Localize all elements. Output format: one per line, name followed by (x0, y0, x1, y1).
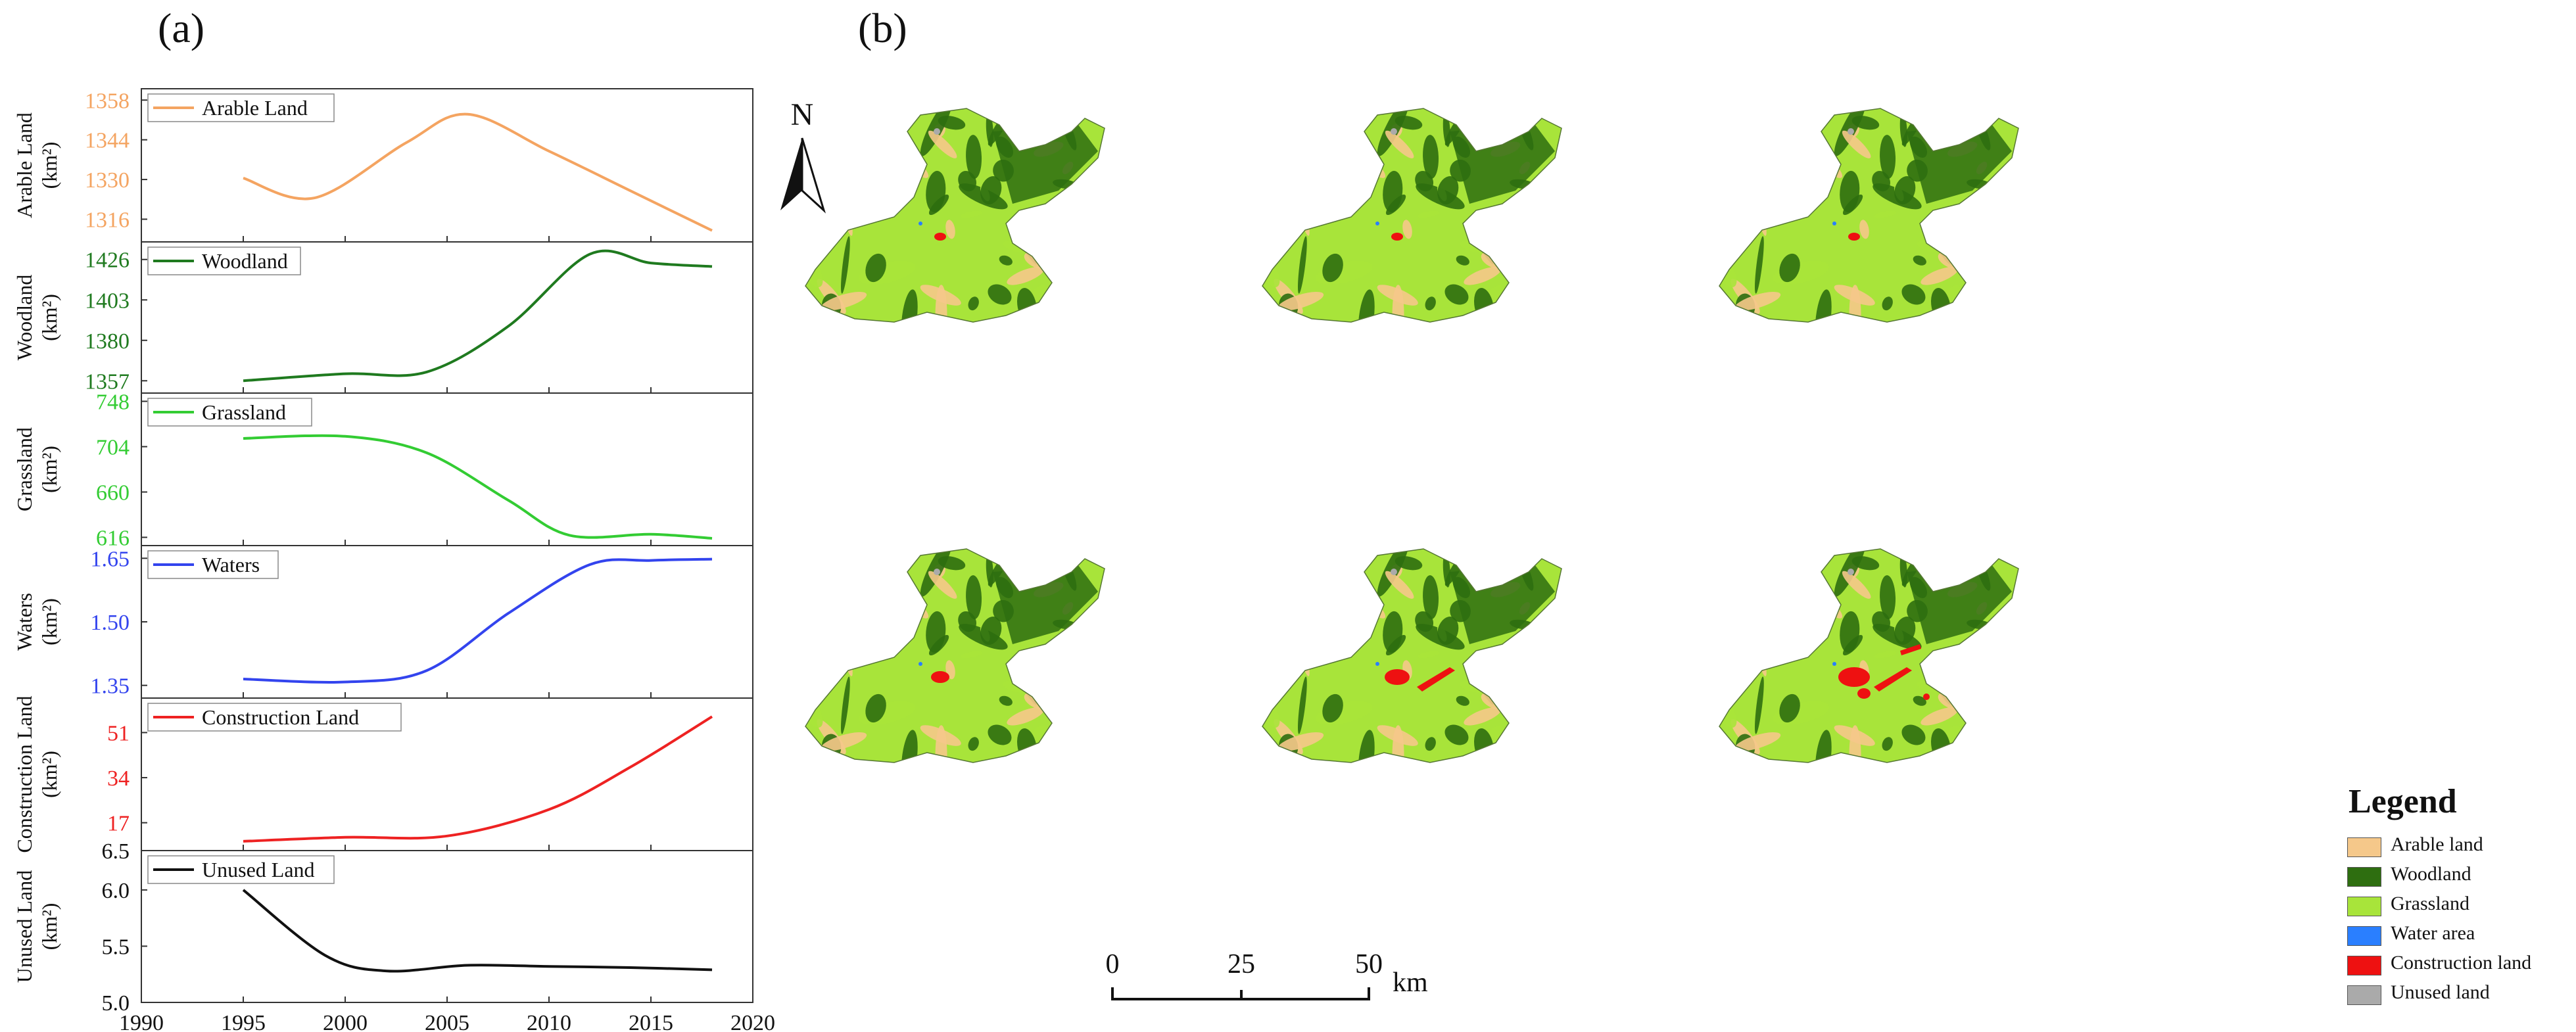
legend-swatch (2347, 926, 2381, 946)
y-tick-label: 1380 (85, 329, 130, 354)
land-use-map-2000 (1262, 108, 1562, 323)
legend-label-woodland: Woodland (202, 249, 288, 273)
chart-panel-6: 5.0 5.5 6.0 Unused Land(km²) Unused Land 1990… (12, 850, 775, 1032)
y-tick-label: 1357 (85, 369, 130, 394)
legend-label-construction-land: Construction Land (202, 705, 359, 729)
series-line-construction-land (243, 715, 713, 843)
panel-b-label: (b) (858, 5, 907, 51)
y-axis-label: Woodland(km²) (12, 275, 61, 361)
x-tick-label: 1990 (119, 1011, 164, 1032)
land-use-map-2005 (1719, 108, 2019, 323)
chart-panel-4: 1.35 1.50 1.65 Waters(km²) Waters (12, 545, 753, 699)
legend-swatch (2347, 837, 2381, 857)
chart-panel-1: 1316 1330 1344 1358 Arable Land(km²) Arable L… (12, 88, 753, 243)
y-axis-label: Grassland(km²) (12, 427, 61, 511)
panel-a-label: (a) (158, 5, 205, 51)
legend-label-arable-land: Arable Land (202, 96, 308, 120)
y-tick-label-bottom: 6.5 (102, 839, 130, 864)
north-arrow-icon: N (780, 97, 826, 214)
land-use-map-2015 (1262, 548, 1562, 763)
y-axis-label: Waters(km²) (12, 593, 61, 651)
legend-label: Arable land (2391, 833, 2483, 855)
legend-label: Unused land (2391, 981, 2490, 1003)
land-use-map-2018 (1719, 548, 2019, 763)
x-tick-label: 2010 (527, 1011, 571, 1032)
series-line-grassland (243, 434, 713, 540)
y-tick-label: 1316 (85, 208, 130, 232)
y-axis-label: Unused Land(km²) (12, 870, 61, 983)
x-tick-label: 2005 (425, 1011, 469, 1032)
chart-panel-5: 17 34 51 Construction Land(km²) Construction… (12, 695, 753, 853)
y-tick-label: 5.5 (102, 935, 130, 959)
x-tick-label: 2000 (323, 1011, 368, 1032)
map-legend: Legend Arable land Woodland Grassland Water… (2334, 782, 2571, 1019)
chart-panel-3: 616 660 704 748 Grassland(km²) Grassland (12, 390, 753, 550)
y-tick-label: 17 (107, 812, 130, 836)
scale-tick-25: 25 (1228, 949, 1255, 979)
land-use-map-1995 (805, 108, 1105, 323)
y-tick-label: 5.0 (102, 991, 130, 1016)
legend-label-waters: Waters (202, 553, 260, 576)
series-line-waters (243, 557, 713, 684)
y-tick-label: 6.0 (102, 879, 130, 903)
y-tick-label: 1330 (85, 168, 130, 193)
legend-label-unused-land: Unused Land (202, 858, 315, 881)
y-tick-label: 704 (96, 436, 130, 460)
y-tick-label: 616 (96, 526, 130, 550)
y-tick-label: 1344 (85, 129, 130, 153)
scale-unit: km (1393, 968, 1428, 998)
legend-label: Construction land (2391, 952, 2532, 973)
y-tick-label: 51 (107, 721, 130, 745)
legend-label: Water area (2391, 922, 2475, 944)
x-tick-label: 2020 (730, 1011, 775, 1032)
y-tick-label: 34 (107, 766, 130, 791)
legend-swatch (2347, 897, 2381, 916)
chart-panel-2: 1357 1380 1403 1426 Woodland(km²) Woodland (12, 241, 753, 394)
series-line-arable-land (243, 112, 713, 232)
y-tick-label: 748 (96, 390, 130, 415)
x-tick-label: 2015 (629, 1011, 673, 1032)
scale-tick-50: 50 (1355, 949, 1383, 979)
legend-swatch (2347, 956, 2381, 975)
scale-bar: 0 25 50 km (1106, 949, 1428, 1000)
land-use-map-2010 (805, 548, 1105, 763)
series-line-unused-land (242, 889, 713, 973)
legend-swatch (2347, 985, 2381, 1005)
y-tick-label: 1403 (85, 289, 130, 313)
y-tick-label: 1426 (85, 248, 130, 273)
legend-swatch (2347, 867, 2381, 887)
series-line-woodland (243, 249, 713, 383)
north-label: N (791, 97, 814, 132)
y-tick-label: 660 (96, 481, 130, 505)
scale-tick-0: 0 (1106, 949, 1120, 979)
y-tick-label: 1358 (85, 89, 130, 113)
legend-label: Woodland (2391, 863, 2471, 885)
y-tick-label: 1.35 (91, 674, 130, 699)
legend-label: Grassland (2391, 893, 2469, 914)
legend-label-grassland: Grassland (202, 400, 286, 424)
y-tick-label: 1.50 (91, 611, 130, 635)
legend-title: Legend (2349, 783, 2457, 820)
panel-a-line-charts: 1316 1330 1344 1358 Arable Land(km²) Arable L… (12, 88, 775, 1032)
y-tick-label: 1.65 (91, 547, 130, 571)
x-tick-label: 1995 (221, 1011, 266, 1032)
y-axis-label: Construction Land(km²) (12, 695, 61, 853)
y-axis-label: Arable Land(km²) (12, 112, 61, 218)
